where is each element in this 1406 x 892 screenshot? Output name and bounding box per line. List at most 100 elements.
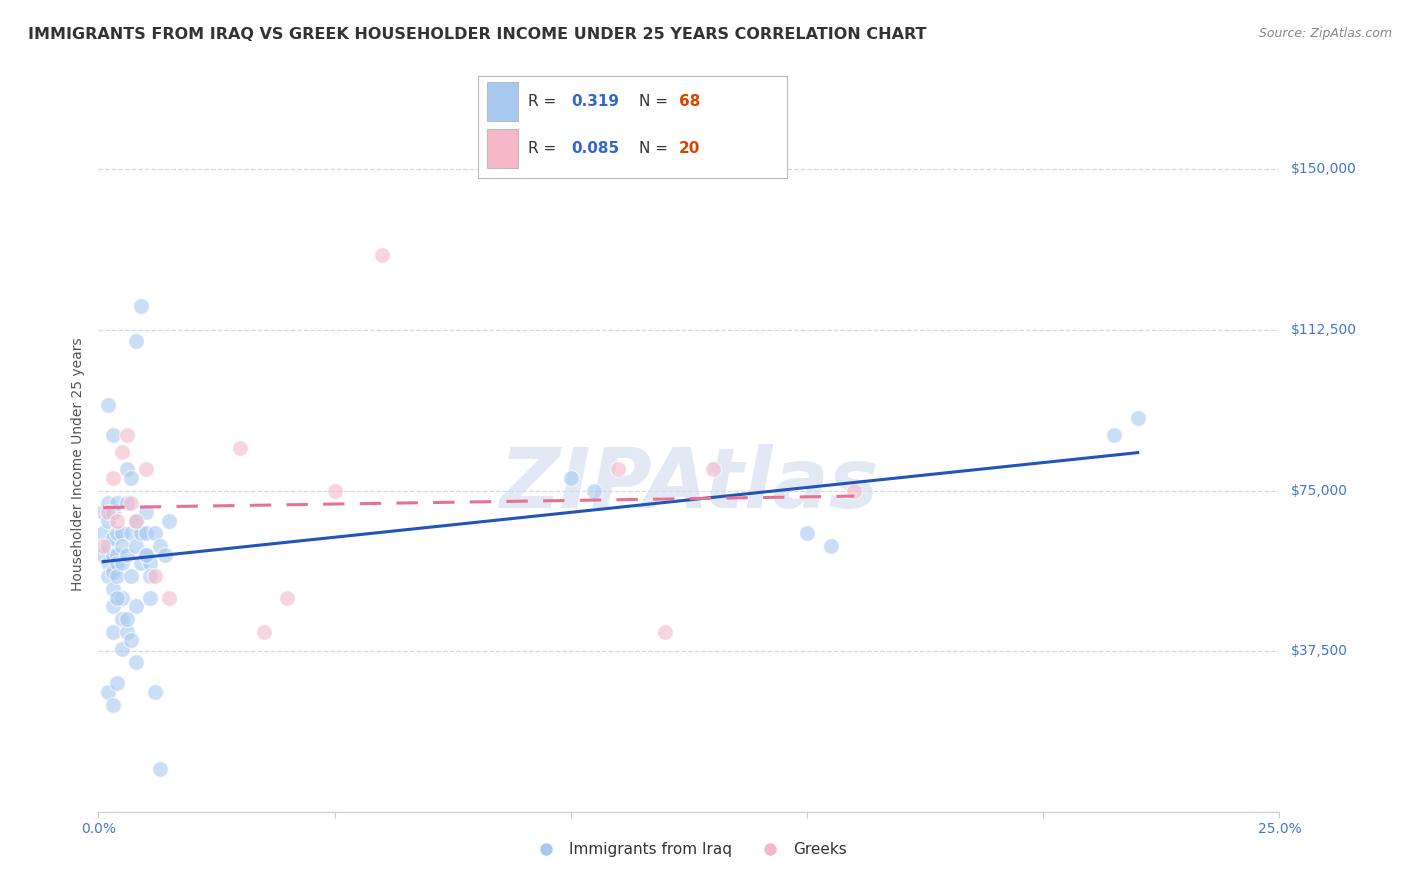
Text: $37,500: $37,500 (1291, 644, 1347, 658)
Point (229, 441, 252, 455)
Text: N =: N = (638, 141, 672, 156)
Point (97, 505, 120, 519)
Point (143, 526, 166, 541)
Point (91, 526, 114, 541)
Point (125, 539, 148, 553)
FancyBboxPatch shape (488, 129, 519, 168)
Point (323, 483, 346, 498)
Text: $112,500: $112,500 (1291, 323, 1357, 337)
Point (101, 548, 124, 562)
Text: R =: R = (527, 94, 561, 109)
Point (583, 483, 606, 498)
Point (105, 496, 128, 510)
Point (105, 514, 128, 528)
Text: ZIPAtlas: ZIPAtlas (499, 444, 879, 525)
Point (105, 548, 128, 562)
Point (607, 462, 630, 476)
Point (139, 557, 162, 571)
Point (101, 428, 124, 442)
Point (125, 514, 148, 528)
Text: 0.319: 0.319 (571, 94, 619, 109)
Point (135, 526, 157, 541)
Point (97, 514, 120, 528)
Text: $150,000: $150,000 (1291, 162, 1357, 177)
Text: 68: 68 (679, 94, 700, 109)
Point (149, 539, 172, 553)
Point (654, 624, 676, 639)
Point (105, 676, 128, 690)
Point (97, 685, 120, 699)
Point (97, 398, 120, 412)
Point (101, 582, 124, 596)
Point (253, 624, 276, 639)
Point (111, 591, 134, 605)
Point (101, 599, 124, 614)
Point (101, 531, 124, 545)
Text: $75,000: $75,000 (1291, 483, 1347, 498)
Point (111, 557, 134, 571)
Point (101, 505, 124, 519)
Point (121, 633, 143, 648)
Point (97, 496, 120, 510)
Y-axis label: Householder Income Under 25 years: Householder Income Under 25 years (72, 337, 86, 591)
Point (135, 548, 157, 562)
Point (105, 569, 128, 583)
Text: R =: R = (527, 141, 561, 156)
FancyBboxPatch shape (488, 82, 519, 121)
Point (796, 526, 818, 541)
Point (1102, 428, 1125, 442)
Point (97, 539, 120, 553)
Point (371, 248, 394, 262)
Point (121, 526, 143, 541)
Point (101, 471, 124, 485)
Point (111, 612, 134, 626)
Point (276, 591, 298, 605)
Point (125, 599, 148, 614)
Point (125, 334, 148, 348)
Point (844, 483, 866, 498)
Point (129, 300, 152, 314)
Point (135, 505, 157, 519)
Text: 20: 20 (679, 141, 700, 156)
Point (702, 462, 724, 476)
Point (91, 539, 114, 553)
Point (135, 548, 157, 562)
Point (149, 762, 172, 776)
Point (91, 548, 114, 562)
Point (129, 557, 152, 571)
Point (560, 471, 582, 485)
Point (115, 428, 138, 442)
Text: 0.085: 0.085 (571, 141, 619, 156)
Text: IMMIGRANTS FROM IRAQ VS GREEK HOUSEHOLDER INCOME UNDER 25 YEARS CORRELATION CHAR: IMMIGRANTS FROM IRAQ VS GREEK HOUSEHOLDE… (28, 27, 927, 42)
Point (143, 685, 166, 699)
Point (121, 496, 143, 510)
Point (101, 698, 124, 712)
Point (115, 624, 138, 639)
Point (115, 548, 138, 562)
Point (139, 591, 162, 605)
Text: Source: ZipAtlas.com: Source: ZipAtlas.com (1258, 27, 1392, 40)
Point (125, 514, 148, 528)
Point (115, 496, 138, 510)
Point (820, 539, 842, 553)
Point (97, 557, 120, 571)
Point (129, 526, 152, 541)
Point (111, 445, 134, 459)
Text: N =: N = (638, 94, 672, 109)
Point (111, 539, 134, 553)
Point (135, 462, 157, 476)
Point (143, 569, 166, 583)
Point (97, 569, 120, 583)
Point (105, 591, 128, 605)
Point (115, 462, 138, 476)
Point (101, 624, 124, 639)
Point (105, 526, 128, 541)
Point (139, 569, 162, 583)
Point (121, 471, 143, 485)
Point (105, 557, 128, 571)
Point (157, 591, 180, 605)
Point (153, 548, 176, 562)
Point (91, 505, 114, 519)
Point (121, 569, 143, 583)
Point (115, 612, 138, 626)
